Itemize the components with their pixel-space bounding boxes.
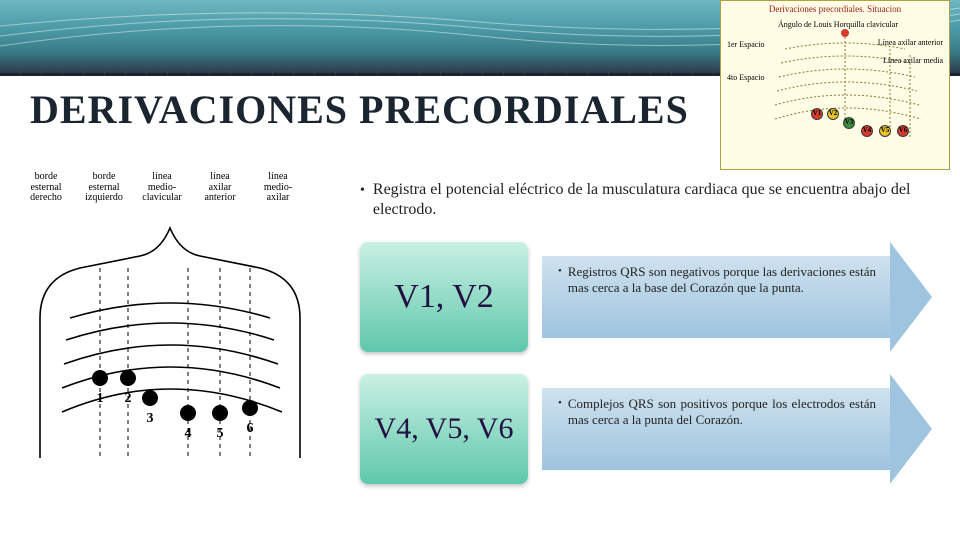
chest-diagram: bordeesternalderechobordeesternalizquier… bbox=[20, 172, 340, 472]
block-row-2: V4, V5, V6 • Complejos QRS son positivos… bbox=[360, 374, 932, 484]
inset-label-angulo: Ángulo de Louis Horquilla clavicular bbox=[773, 21, 903, 30]
chest-col-label: líneaaxilaranterior bbox=[194, 172, 246, 204]
chest-col-label: líneamedio-axilar bbox=[252, 172, 304, 204]
inset-electrode: V2 bbox=[827, 108, 839, 120]
inset-electrode: V3 bbox=[843, 117, 855, 129]
arrow-1: • Registros QRS son negativos porque las… bbox=[542, 242, 932, 352]
bullet-dot-icon: • bbox=[558, 396, 562, 429]
pill-v1v2: V1, V2 bbox=[360, 242, 528, 352]
svg-text:6: 6 bbox=[247, 421, 254, 436]
inset-label-4to: 4to Espacio bbox=[727, 74, 765, 83]
arrow-2-text: Complejos QRS son positivos porque los e… bbox=[568, 396, 876, 429]
main-bullet: • Registra el potencial eléctrico de la … bbox=[360, 180, 932, 220]
inset-title: Derivaciones precordiales. Situacion bbox=[725, 5, 945, 15]
inset-label-axilar-med: Línea axilar media bbox=[883, 57, 943, 66]
inset-electrode: V1 bbox=[811, 108, 823, 120]
arrow-1-text: Registros QRS son negativos porque las d… bbox=[568, 264, 876, 297]
inset-electrode: V5 bbox=[879, 125, 891, 137]
chest-col-label: bordeesternalderecho bbox=[20, 172, 72, 204]
arrow-2: • Complejos QRS son positivos porque los… bbox=[542, 374, 932, 484]
svg-text:5: 5 bbox=[217, 426, 224, 441]
block-row-1: V1, V2 • Registros QRS son negativos por… bbox=[360, 242, 932, 352]
pill-v456: V4, V5, V6 bbox=[360, 374, 528, 484]
chest-col-label: bordeesternalizquierdo bbox=[78, 172, 130, 204]
arrow-tip-icon bbox=[890, 242, 932, 352]
svg-text:3: 3 bbox=[147, 411, 154, 426]
chest-svg: 123456 bbox=[20, 208, 320, 460]
inset-electrode: V6 bbox=[897, 125, 909, 137]
content-column: • Registra el potencial eléctrico de la … bbox=[360, 180, 932, 484]
svg-text:1: 1 bbox=[97, 391, 104, 406]
inset-label-axilar-ant: Línea axilar anterior bbox=[878, 39, 943, 48]
page-title: DERIVACIONES PRECORDIALES bbox=[30, 86, 689, 133]
svg-text:4: 4 bbox=[185, 426, 192, 441]
inset-label-1er: 1er Espacio bbox=[727, 41, 765, 50]
bullet-dot-icon: • bbox=[558, 264, 562, 297]
svg-text:2: 2 bbox=[125, 391, 132, 406]
arrow-tip-icon bbox=[890, 374, 932, 484]
chest-col-label: líneamedio-clavicular bbox=[136, 172, 188, 204]
inset-electrode: V4 bbox=[861, 125, 873, 137]
inset-diagram: Derivaciones precordiales. Situacion Áng… bbox=[720, 0, 950, 170]
bullet-dot-icon: • bbox=[360, 180, 365, 220]
main-bullet-text: Registra el potencial eléctrico de la mu… bbox=[373, 180, 932, 220]
